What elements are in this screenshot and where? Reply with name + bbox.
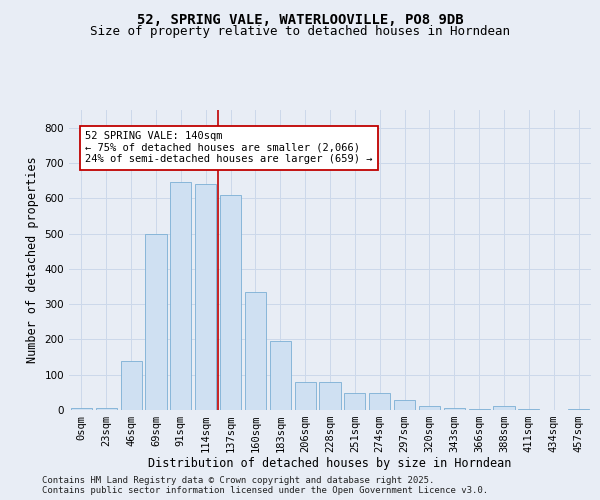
X-axis label: Distribution of detached houses by size in Horndean: Distribution of detached houses by size … xyxy=(148,456,512,469)
Y-axis label: Number of detached properties: Number of detached properties xyxy=(26,156,39,364)
Bar xyxy=(71,408,92,410)
Text: Contains public sector information licensed under the Open Government Licence v3: Contains public sector information licen… xyxy=(42,486,488,495)
Bar xyxy=(245,292,266,410)
Bar xyxy=(444,408,465,410)
Bar xyxy=(295,382,316,410)
Bar xyxy=(369,394,390,410)
Bar xyxy=(220,194,241,410)
Text: Contains HM Land Registry data © Crown copyright and database right 2025.: Contains HM Land Registry data © Crown c… xyxy=(42,476,434,485)
Bar xyxy=(195,184,216,410)
Bar xyxy=(319,382,341,410)
Text: Size of property relative to detached houses in Horndean: Size of property relative to detached ho… xyxy=(90,25,510,38)
Bar xyxy=(170,182,191,410)
Text: 52 SPRING VALE: 140sqm
← 75% of detached houses are smaller (2,066)
24% of semi-: 52 SPRING VALE: 140sqm ← 75% of detached… xyxy=(85,131,373,164)
Bar xyxy=(493,406,515,410)
Bar xyxy=(344,394,365,410)
Bar xyxy=(145,234,167,410)
Bar xyxy=(419,406,440,410)
Text: 52, SPRING VALE, WATERLOOVILLE, PO8 9DB: 52, SPRING VALE, WATERLOOVILLE, PO8 9DB xyxy=(137,12,463,26)
Bar xyxy=(121,360,142,410)
Bar xyxy=(96,408,117,410)
Bar xyxy=(394,400,415,410)
Bar xyxy=(270,341,291,410)
